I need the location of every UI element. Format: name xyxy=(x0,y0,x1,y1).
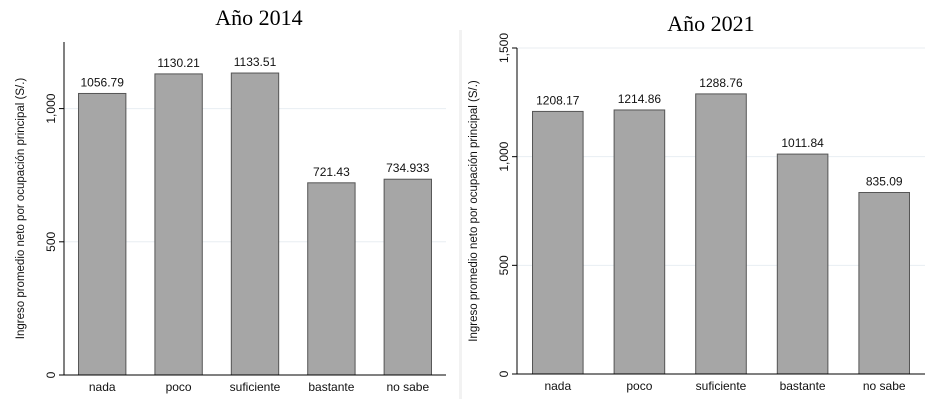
data-label: 1288.76 xyxy=(699,76,743,90)
x-tick-label: poco xyxy=(166,380,192,394)
bar xyxy=(383,178,432,376)
x-tick-label: nada xyxy=(544,379,571,393)
y-tick-label: 1,000 xyxy=(497,141,511,171)
x-tick-label: nada xyxy=(89,380,116,394)
chart-title: Año 2021 xyxy=(667,11,755,36)
y-tick-label: 0 xyxy=(44,371,58,378)
y-axis-label: Ingreso promedio neto por ocupación prin… xyxy=(15,78,27,340)
bar xyxy=(695,93,747,375)
data-label: 835.09 xyxy=(866,175,903,189)
y-axis-label: Ingreso promedio neto por ocupación prin… xyxy=(468,80,480,342)
bar xyxy=(858,192,910,375)
x-tick-label: poco xyxy=(626,379,652,393)
data-label: 734.933 xyxy=(386,161,430,175)
data-label: 721.43 xyxy=(313,165,350,179)
chart-panel-2014: Año 2014 1056.79 nada 1130.21 poco 1133.51 su… xyxy=(0,0,458,399)
data-label: 1130.21 xyxy=(157,56,200,70)
data-label: 1208.17 xyxy=(536,93,580,107)
x-tick-label: no sabe xyxy=(386,380,429,394)
bar-chart-2014: 1056.79 nada 1130.21 poco 1133.51 suficiente 7… xyxy=(15,42,446,394)
bar xyxy=(307,182,356,376)
x-tick-label: suficiente xyxy=(696,379,747,393)
data-label: 1133.51 xyxy=(234,55,277,69)
x-tick-label: bastante xyxy=(780,379,826,393)
y-tick-label: 1,000 xyxy=(44,93,58,123)
chart-panel-2021: Año 2021 1208.17 nada 1214.86 poco 1288.76 su… xyxy=(463,0,929,399)
y-tick-label: 500 xyxy=(497,255,511,275)
bar xyxy=(154,73,203,376)
y-tick-label: 0 xyxy=(497,370,511,377)
data-label: 1214.86 xyxy=(618,92,662,106)
data-label: 1056.79 xyxy=(81,75,125,89)
bar xyxy=(78,92,127,376)
data-label: 1011.84 xyxy=(781,136,824,150)
x-tick-label: bastante xyxy=(308,380,354,394)
panel-divider xyxy=(459,30,462,399)
bar xyxy=(532,110,584,375)
y-tick-label: 500 xyxy=(44,231,58,251)
bar xyxy=(776,153,829,375)
x-tick-label: no sabe xyxy=(863,379,906,393)
y-tick-label: 1,500 xyxy=(497,33,511,63)
x-tick-label: suficiente xyxy=(230,380,281,394)
bar-chart-2021: 1208.17 nada 1214.86 poco 1288.76 suficiente 1… xyxy=(468,33,925,393)
bar xyxy=(613,109,666,375)
bar xyxy=(230,72,280,376)
chart-title: Año 2014 xyxy=(215,5,303,30)
